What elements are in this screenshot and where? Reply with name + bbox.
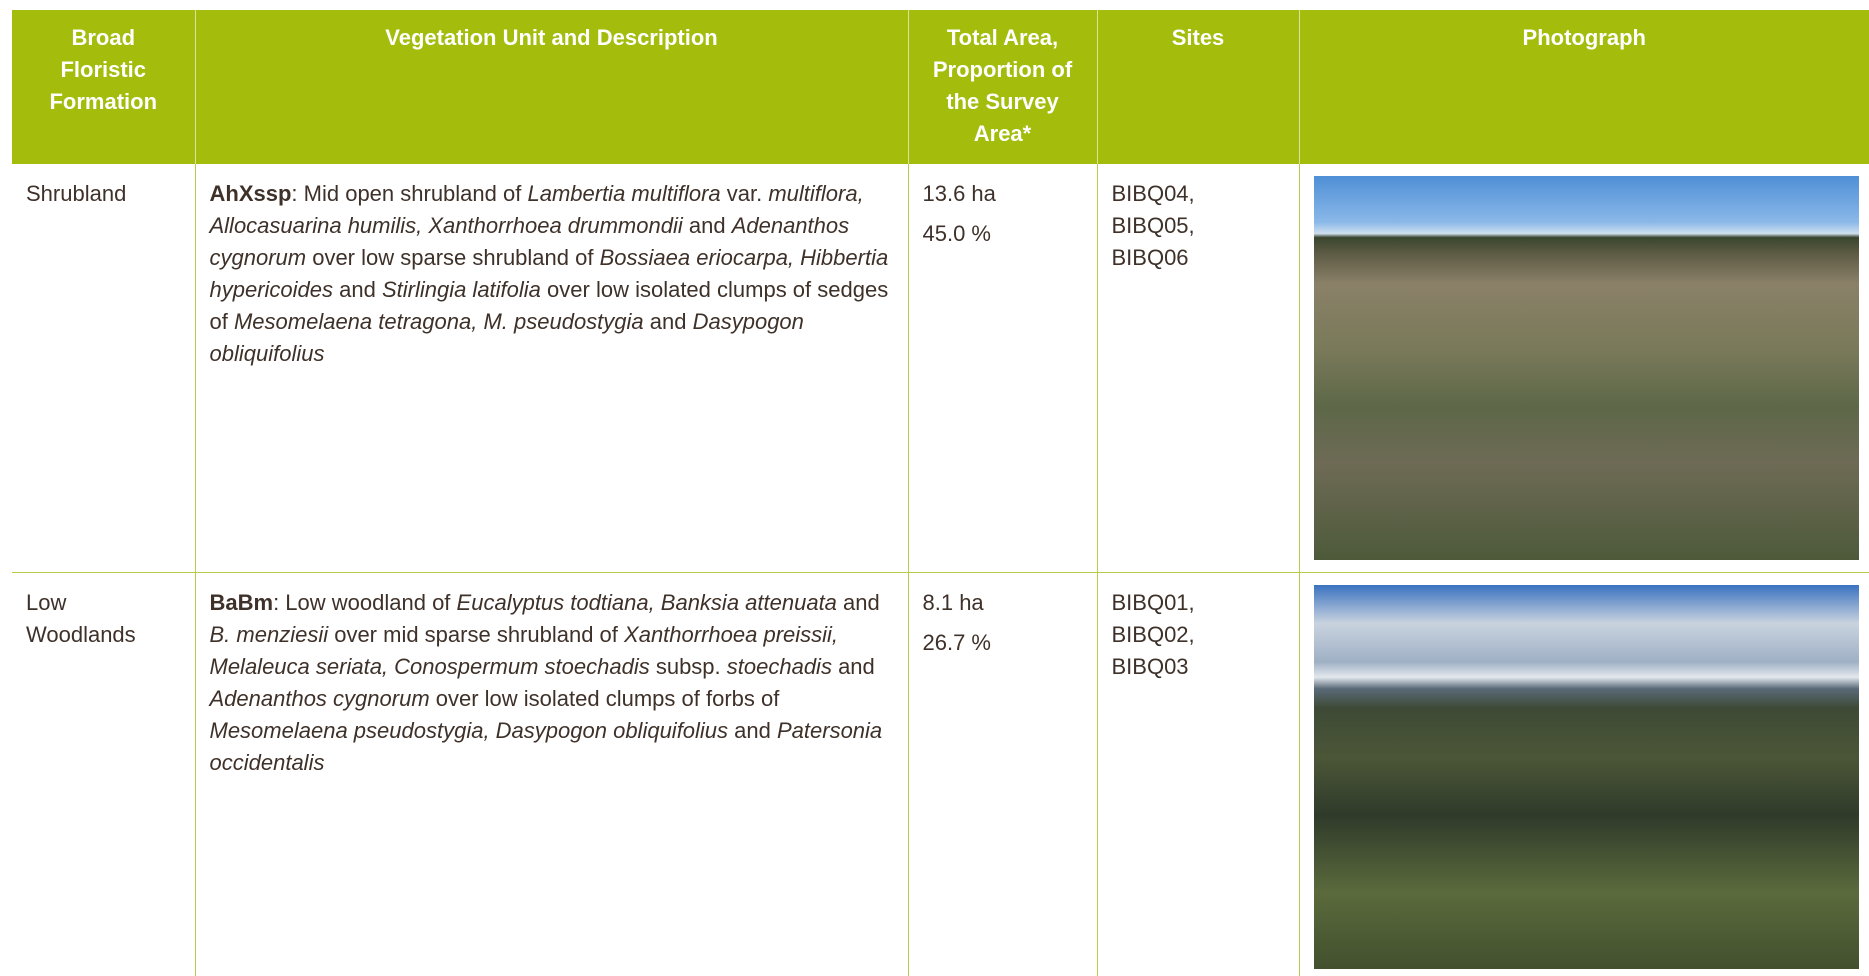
description-cell: BaBm: Low woodland of Eucalyptus todtian… — [195, 573, 908, 976]
photo-cell — [1299, 164, 1869, 573]
unit-code: AhXssp — [210, 181, 292, 206]
description-text: Mesomelaena tetragona, M. pseudostygia — [234, 309, 644, 334]
area: 8.1 ha — [923, 587, 1083, 619]
description-text: stoechadis — [727, 654, 832, 679]
unit-code: BaBm — [210, 590, 274, 615]
area: 13.6 ha — [923, 178, 1083, 210]
header-row: Broad Floristic Formation Vegetation Uni… — [12, 10, 1869, 164]
description-text: Adenanthos cygnorum — [210, 686, 430, 711]
site: BIBQ03 — [1112, 651, 1285, 683]
formation-cell: Low Woodlands — [12, 573, 195, 976]
proportion: 45.0 % — [923, 218, 1083, 250]
description-text: Eucalyptus todtiana, Banksia attenuata — [457, 590, 837, 615]
site: BIBQ06 — [1112, 242, 1285, 274]
description-text: B. menziesii — [210, 622, 329, 647]
site: BIBQ02, — [1112, 619, 1285, 651]
description-text: and — [837, 590, 880, 615]
description-text: Stirlingia latifolia — [382, 277, 541, 302]
proportion: 26.7 % — [923, 627, 1083, 659]
header-cell: Sites — [1097, 10, 1299, 164]
description-text: over mid sparse shrubland of — [328, 622, 624, 647]
description-text: Lambertia multiflora — [527, 181, 720, 206]
description-text: over low sparse shrubland of — [306, 245, 600, 270]
description-text: and — [728, 718, 777, 743]
area-cell: 8.1 ha 26.7 % — [908, 573, 1097, 976]
sites-cell: BIBQ01,BIBQ02,BIBQ03 — [1097, 573, 1299, 976]
description-text: over low isolated clumps of forbs of — [430, 686, 780, 711]
description-text: subsp. — [650, 654, 727, 679]
description-text: Mesomelaena pseudostygia, Dasypogon obli… — [210, 718, 729, 743]
header-cell: Vegetation Unit and Description — [195, 10, 908, 164]
description-text: and — [832, 654, 875, 679]
vegetation-table: Broad Floristic Formation Vegetation Uni… — [12, 10, 1869, 976]
header-cell: Total Area, Proportion of the Survey Are… — [908, 10, 1097, 164]
header-cell: Broad Floristic Formation — [12, 10, 195, 164]
description-text: : Mid open shrubland of — [291, 181, 527, 206]
site: BIBQ04, — [1112, 178, 1285, 210]
site: BIBQ05, — [1112, 210, 1285, 242]
photograph — [1314, 585, 1860, 969]
description-text: and — [683, 213, 732, 238]
description-text: and — [644, 309, 693, 334]
description-text: : Low woodland of — [273, 590, 456, 615]
description-text: and — [333, 277, 382, 302]
formation-cell: Shrubland — [12, 164, 195, 573]
photograph — [1314, 176, 1860, 560]
sites-cell: BIBQ04,BIBQ05,BIBQ06 — [1097, 164, 1299, 573]
description-text: var. — [721, 181, 769, 206]
header-cell: Photograph — [1299, 10, 1869, 164]
area-cell: 13.6 ha 45.0 % — [908, 164, 1097, 573]
description-cell: AhXssp: Mid open shrubland of Lambertia … — [195, 164, 908, 573]
site: BIBQ01, — [1112, 587, 1285, 619]
photo-cell — [1299, 573, 1869, 976]
